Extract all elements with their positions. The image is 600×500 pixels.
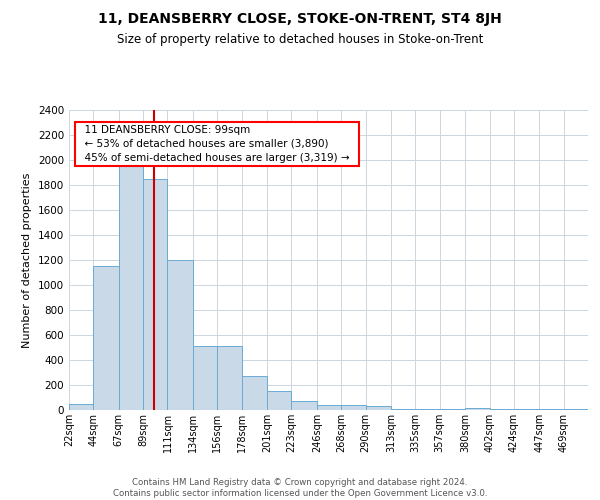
Bar [391,409,415,410]
Bar [167,260,193,410]
Bar [143,179,167,410]
Bar [119,166,143,410]
Text: Size of property relative to detached houses in Stoke-on-Trent: Size of property relative to detached ho… [117,32,483,46]
Bar [193,346,217,410]
Bar [242,376,267,410]
Text: Contains HM Land Registry data © Crown copyright and database right 2024.
Contai: Contains HM Land Registry data © Crown c… [113,478,487,498]
Bar [465,408,490,410]
Bar [317,405,341,410]
Bar [217,346,242,410]
Y-axis label: Number of detached properties: Number of detached properties [22,172,32,348]
Bar [341,405,365,410]
Bar [69,404,94,410]
Bar [292,401,317,410]
Bar [94,266,119,410]
Text: 11, DEANSBERRY CLOSE, STOKE-ON-TRENT, ST4 8JH: 11, DEANSBERRY CLOSE, STOKE-ON-TRENT, ST… [98,12,502,26]
Text: 11 DEANSBERRY CLOSE: 99sqm
  ← 53% of detached houses are smaller (3,890)
  45% : 11 DEANSBERRY CLOSE: 99sqm ← 53% of deta… [78,125,356,163]
Bar [365,406,391,410]
Bar [267,391,292,410]
Bar [415,409,440,410]
